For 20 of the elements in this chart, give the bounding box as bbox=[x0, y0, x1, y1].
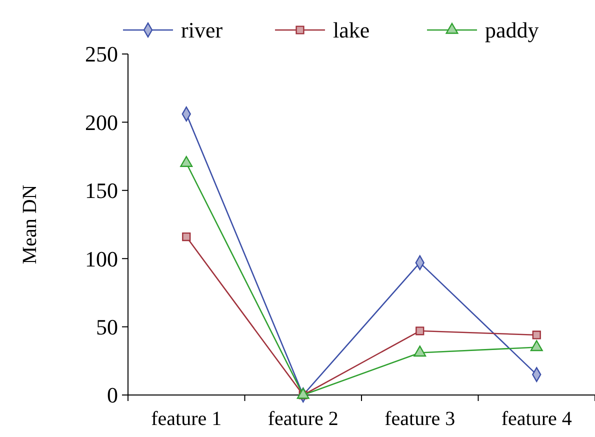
x-tick-label: feature 1 bbox=[151, 408, 222, 430]
legend-label: lake bbox=[333, 18, 370, 43]
point bbox=[530, 340, 543, 352]
legend-label: river bbox=[181, 18, 224, 43]
y-tick-label: 250 bbox=[85, 42, 118, 67]
y-tick-label: 100 bbox=[85, 246, 118, 272]
point bbox=[532, 330, 541, 340]
x-tick-label: feature 3 bbox=[384, 408, 456, 430]
x-tick-label: feature 2 bbox=[268, 408, 338, 430]
point bbox=[182, 232, 191, 242]
point bbox=[416, 326, 424, 336]
y-tick-label: 150 bbox=[85, 178, 118, 204]
y-tick-label: 200 bbox=[85, 110, 118, 135]
point bbox=[414, 346, 426, 357]
legend-label: paddy bbox=[485, 18, 539, 43]
y-tick-label: 0 bbox=[107, 382, 118, 408]
x-tick-label: feature 4 bbox=[501, 408, 572, 430]
y-tick-label: 50 bbox=[96, 314, 118, 340]
point bbox=[296, 388, 310, 399]
y-axis-title: Mean DN bbox=[19, 184, 41, 264]
